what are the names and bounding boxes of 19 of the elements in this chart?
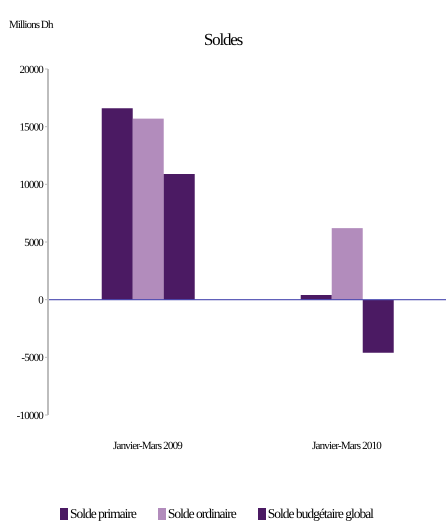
bar — [332, 228, 363, 300]
legend-label: Solde ordinaire — [168, 506, 236, 522]
x-tick-label: Janvier-Mars 2009 — [113, 440, 184, 452]
bar — [362, 300, 394, 353]
bar — [164, 174, 195, 300]
bar — [102, 108, 133, 300]
bar — [132, 118, 164, 300]
y-tick-label: 10000 — [19, 179, 44, 192]
y-tick-label: 20000 — [19, 64, 44, 76]
y-tick-label: 15000 — [19, 122, 44, 134]
y-axis-title: Millions Dh — [9, 19, 53, 31]
legend-label: Solde primaire — [70, 506, 136, 522]
x-tick-label: Janvier-Mars 2010 — [312, 440, 382, 452]
y-tick-label: -5000 — [21, 352, 44, 364]
chart-title: Soldes — [202, 30, 244, 50]
legend-label: Solde budgétaire global — [268, 506, 373, 522]
y-tick-label: 5000 — [24, 236, 44, 249]
y-tick-label: 0 — [38, 294, 44, 307]
y-tick-label: -10000 — [16, 410, 44, 422]
